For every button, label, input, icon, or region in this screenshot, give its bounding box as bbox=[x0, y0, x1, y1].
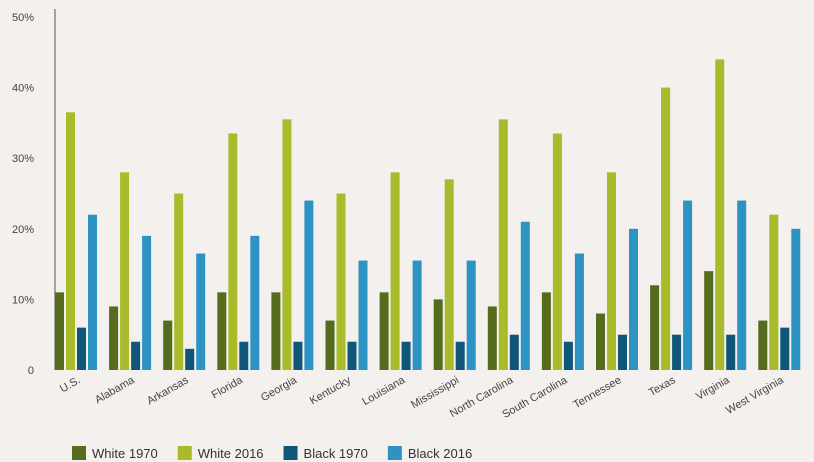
bar-black-1970 bbox=[455, 341, 465, 370]
x-tick-label: Kentucky bbox=[308, 374, 354, 407]
bar-white-1970 bbox=[163, 320, 173, 370]
bar-black-1970 bbox=[672, 334, 682, 370]
bar-black-1970 bbox=[77, 327, 86, 370]
bar-white-1970 bbox=[271, 292, 281, 370]
bar-black-2016 bbox=[466, 260, 476, 370]
legend-swatch bbox=[283, 446, 298, 460]
bar-white-2016 bbox=[444, 179, 454, 370]
x-tick-label: Florida bbox=[210, 374, 246, 402]
legend: White 1970 White 2016 Black 1970 Black 2016 bbox=[72, 446, 472, 461]
x-tick-label: Alabama bbox=[93, 374, 137, 407]
bar-black-1970 bbox=[131, 341, 141, 370]
bar-white-2016 bbox=[174, 193, 184, 370]
bar-black-2016 bbox=[791, 228, 801, 370]
bar-black-1970 bbox=[726, 334, 736, 370]
y-tick-label: 50% bbox=[12, 12, 34, 24]
bar-white-1970 bbox=[758, 320, 768, 370]
x-tick-label: Virginia bbox=[694, 374, 732, 403]
bar-white-1970 bbox=[109, 306, 119, 370]
bar-white-1970 bbox=[433, 299, 443, 370]
x-tick-label: U.S. bbox=[58, 374, 83, 395]
bars bbox=[55, 59, 801, 371]
bar-black-2016 bbox=[520, 221, 530, 370]
bar-white-2016 bbox=[715, 59, 725, 371]
bar-white-1970 bbox=[541, 292, 551, 370]
bar-black-2016 bbox=[304, 200, 314, 370]
x-tick-label: Arkansas bbox=[145, 374, 191, 408]
bar-black-1970 bbox=[347, 341, 357, 370]
bar-white-1970 bbox=[704, 271, 714, 370]
bar-white-1970 bbox=[325, 320, 335, 370]
bar-black-2016 bbox=[250, 235, 260, 370]
y-tick-label: 40% bbox=[12, 83, 34, 95]
bar-black-2016 bbox=[683, 200, 693, 370]
bar-black-1970 bbox=[618, 334, 627, 370]
bar-white-1970 bbox=[487, 306, 497, 370]
bar-white-2016 bbox=[552, 133, 562, 370]
legend-label: White 1970 bbox=[92, 446, 158, 461]
x-tick-label: Georgia bbox=[259, 374, 300, 404]
bar-white-1970 bbox=[55, 292, 64, 370]
x-tick-label: Texas bbox=[647, 374, 678, 399]
bar-white-2016 bbox=[66, 112, 75, 370]
legend-label: Black 2016 bbox=[408, 446, 472, 461]
bar-white-1970 bbox=[379, 292, 389, 370]
bar-white-2016 bbox=[336, 193, 346, 370]
bar-black-2016 bbox=[196, 253, 206, 370]
legend-swatch bbox=[72, 446, 86, 460]
bar-black-1970 bbox=[509, 334, 519, 370]
bar-black-1970 bbox=[293, 341, 303, 370]
x-tick-label: Louisiana bbox=[360, 374, 408, 408]
bar-black-2016 bbox=[88, 214, 97, 370]
bar-white-2016 bbox=[228, 133, 238, 370]
legend-label: White 2016 bbox=[198, 446, 264, 461]
bar-white-1970 bbox=[596, 313, 605, 370]
category-labels: U.S. Alabama Arkansas Florida Georgia Kentuck… bbox=[58, 374, 787, 421]
bar-black-2016 bbox=[142, 235, 152, 370]
y-tick-label: 0 bbox=[28, 365, 34, 377]
bar-black-1970 bbox=[401, 341, 411, 370]
bar-white-2016 bbox=[282, 119, 292, 371]
legend-label: Black 1970 bbox=[304, 446, 368, 461]
bar-black-1970 bbox=[185, 348, 195, 370]
bar-white-1970 bbox=[650, 285, 660, 370]
bar-white-2016 bbox=[607, 172, 616, 370]
bar-black-2016 bbox=[737, 200, 747, 370]
bar-black-2016 bbox=[574, 253, 584, 370]
bar-black-2016 bbox=[358, 260, 368, 370]
bar-black-2016 bbox=[412, 260, 422, 370]
bar-white-2016 bbox=[390, 172, 400, 370]
bar-black-1970 bbox=[563, 341, 573, 370]
bar-white-1970 bbox=[217, 292, 227, 370]
y-axis: 0 10% 20% 30% 40% 50% bbox=[12, 9, 56, 377]
bar-white-2016 bbox=[769, 214, 779, 370]
x-tick-label: West Virginia bbox=[724, 374, 787, 417]
legend-swatch bbox=[177, 446, 192, 460]
y-tick-label: 20% bbox=[12, 224, 34, 236]
bar-black-1970 bbox=[239, 341, 249, 370]
y-tick-label: 30% bbox=[12, 153, 34, 165]
x-tick-label: Tennessee bbox=[571, 374, 623, 411]
bar-white-2016 bbox=[120, 172, 130, 370]
bar-white-2016 bbox=[498, 119, 508, 371]
legend-swatch bbox=[387, 446, 402, 460]
bar-black-1970 bbox=[780, 327, 790, 370]
bar-white-2016 bbox=[661, 87, 671, 370]
y-tick-label: 10% bbox=[12, 294, 34, 306]
bar-black-2016 bbox=[629, 228, 638, 370]
